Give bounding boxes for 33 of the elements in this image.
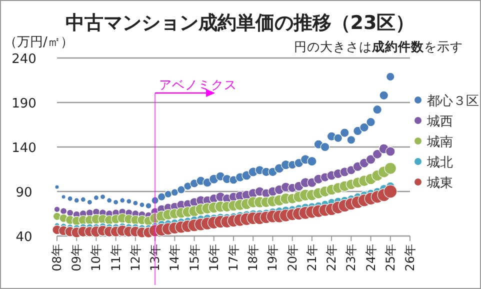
x-tick-label: 14年 (168, 244, 182, 272)
legend-label: 城北 (426, 156, 453, 170)
x-tick-label: 23年 (344, 244, 358, 272)
x-tick-label: 26年 (403, 244, 417, 272)
x-tick-label: 13年 (148, 244, 162, 272)
x-tick-label: 24年 (364, 244, 378, 272)
x-tick-label: 11年 (108, 244, 123, 272)
legend-label: 都心３区 (427, 93, 479, 109)
x-tick-label: 10年 (89, 244, 104, 272)
text: 円の大きさは成約件数を示す (294, 39, 463, 54)
y-tick-label: 240 (12, 52, 36, 67)
y-tick-label: 140 (12, 141, 36, 156)
y-axis-title: （万円/㎡） (4, 35, 74, 50)
x-tick-label: 21年 (304, 244, 319, 272)
ref-line-label: アベノミクス (159, 77, 238, 92)
x-tick-label: 16年 (206, 244, 221, 272)
x-tick-label: 09年 (70, 244, 84, 272)
x-tick-label: 18年 (246, 244, 260, 272)
x-tick-label: 25年 (383, 244, 398, 272)
x-tick-label: 17年 (226, 244, 240, 272)
x-tick-label: 08年 (50, 244, 64, 272)
x-tick-label: 15年 (187, 244, 202, 272)
legend-label: 城南 (426, 135, 453, 150)
x-tick-label: 12年 (128, 244, 142, 272)
legend-label: 城西 (426, 114, 453, 130)
legend-label: 城東 (426, 176, 453, 191)
y-tick-label: 190 (12, 96, 36, 112)
x-tick-label: 20年 (285, 244, 300, 272)
y-tick-label: 90 (16, 186, 32, 200)
y-tick-label: 40 (16, 230, 32, 245)
x-tick-label: 19年 (266, 244, 280, 272)
chart-title: 中古マンション成約単価の推移（23区） (65, 12, 415, 34)
x-tick-label: 22年 (324, 244, 339, 272)
